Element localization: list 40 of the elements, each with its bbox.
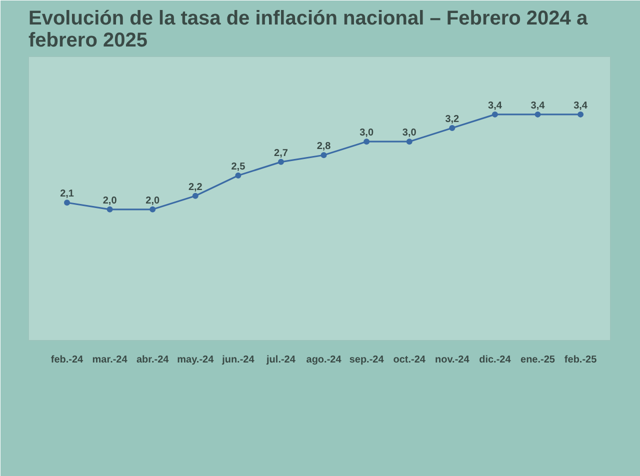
data-label: 3,4 bbox=[488, 100, 502, 112]
point bbox=[235, 172, 242, 178]
point bbox=[64, 200, 70, 206]
x-tick-label: jun.-24 bbox=[221, 354, 255, 366]
data-label: 2,5 bbox=[231, 162, 246, 172]
point bbox=[106, 206, 113, 212]
x-tick-label: mar.-24 bbox=[92, 354, 128, 366]
point bbox=[492, 111, 498, 118]
point bbox=[449, 125, 456, 132]
chart-title: Evolución de la tasa de inflación nacional – Febrero 2024 a febrero 2025 bbox=[28, 8, 588, 52]
x-tick-label: abr.-24 bbox=[136, 354, 170, 366]
data-label: 2,2 bbox=[188, 182, 203, 193]
x-tick-label: may.-24 bbox=[177, 354, 214, 366]
x-tick-label: sep.-24 bbox=[349, 354, 384, 366]
data-label: 3,0 bbox=[402, 128, 417, 139]
data-label: 3,4 bbox=[574, 100, 588, 112]
x-tick-label: nov.-24 bbox=[435, 354, 470, 366]
point bbox=[578, 111, 584, 118]
data-label: 3,2 bbox=[445, 114, 460, 126]
point bbox=[406, 138, 412, 145]
x-tick-label: dic.-24 bbox=[479, 354, 512, 366]
data-label: 2,0 bbox=[102, 195, 118, 206]
point bbox=[150, 206, 156, 212]
point bbox=[364, 138, 370, 145]
data-label: 3,0 bbox=[360, 128, 374, 139]
data-label: 2,1 bbox=[60, 188, 74, 200]
x-tick-label: feb.-24 bbox=[50, 354, 84, 366]
x-tick-label: jul.-24 bbox=[266, 354, 296, 366]
data-label: 3,4 bbox=[530, 100, 546, 112]
x-tick-label: ago.-24 bbox=[306, 354, 342, 366]
x-tick-label: feb.-25 bbox=[564, 354, 598, 366]
point bbox=[320, 152, 327, 158]
point bbox=[192, 192, 198, 199]
x-tick-label: oct.-24 bbox=[393, 354, 426, 366]
x-tick-label: ene.-25 bbox=[520, 354, 556, 366]
point bbox=[278, 158, 284, 165]
data-label: 2,0 bbox=[146, 195, 160, 206]
data-label: 2,7 bbox=[274, 148, 288, 159]
point bbox=[534, 111, 541, 118]
data-label: 2,8 bbox=[316, 141, 332, 152]
